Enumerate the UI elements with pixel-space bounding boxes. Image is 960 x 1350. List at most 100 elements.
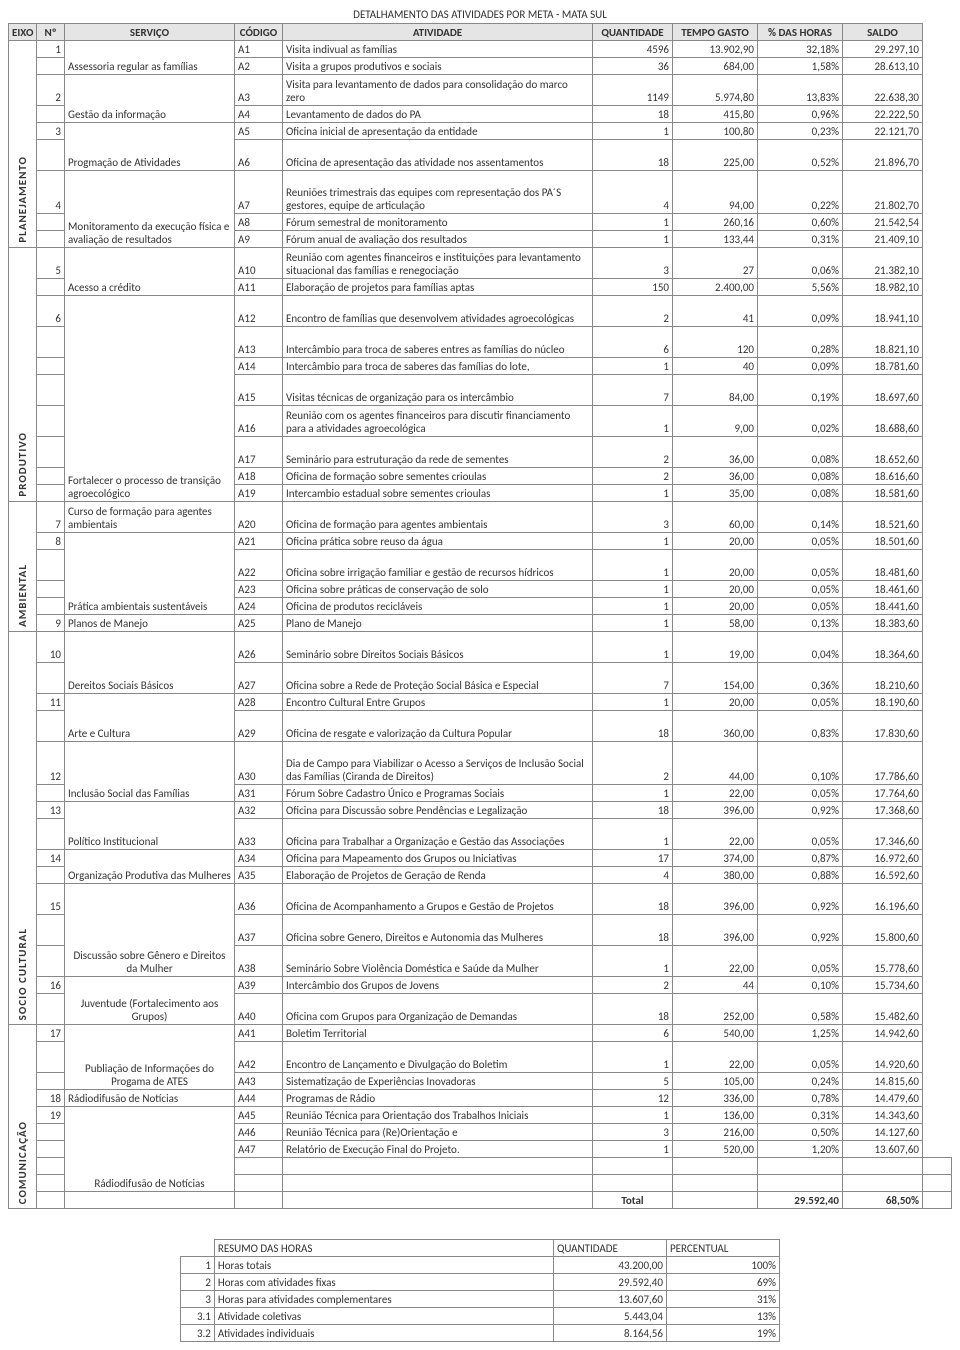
atividade-cell: Relatório de Execução Final do Projeto. xyxy=(283,1141,593,1158)
codigo-cell: A43 xyxy=(235,1073,283,1090)
servico-cell: Dereitos Sociais Básicos xyxy=(65,632,235,694)
saldo-cell: 18.364,60 xyxy=(843,632,923,663)
atividade-cell: Oficina com Grupos para Organização de D… xyxy=(283,994,593,1025)
qtd-cell: 3 xyxy=(593,248,673,279)
saldo-cell: 17.764,60 xyxy=(843,785,923,802)
qtd-cell: 1 xyxy=(593,1141,673,1158)
pct-cell: 0,05% xyxy=(758,785,843,802)
table-row: 16Juventude (Fortalecimento aos Grupos)A… xyxy=(9,977,952,994)
atividade-cell: Oficina para Discussão sobre Pendências … xyxy=(283,802,593,819)
num-cell xyxy=(37,106,65,123)
num-cell xyxy=(37,1124,65,1141)
tempo-cell: 216,00 xyxy=(673,1124,758,1141)
qtd-cell: 1149 xyxy=(593,75,673,106)
atividade-cell: Oficina de produtos recicláveis xyxy=(283,598,593,615)
codigo-cell: A11 xyxy=(235,279,283,296)
qtd-cell: 18 xyxy=(593,140,673,171)
servico-cell: Inclusão Social das Famílias xyxy=(65,742,235,802)
table-row: 15Discussão sobre Gênero e Direitos da M… xyxy=(9,884,952,915)
pct-cell: 0,14% xyxy=(758,502,843,533)
pct-cell: 0,08% xyxy=(758,485,843,502)
num-cell: 15 xyxy=(37,884,65,915)
pct-cell: 0,31% xyxy=(758,231,843,248)
saldo-cell: 18.688,60 xyxy=(843,406,923,437)
qtd-cell: 1 xyxy=(593,632,673,663)
tempo-cell: 13.902,90 xyxy=(673,41,758,58)
tempo-cell: 260,16 xyxy=(673,214,758,231)
servico-cell: Discussão sobre Gênero e Direitos da Mul… xyxy=(65,884,235,977)
pct-cell: 0,05% xyxy=(758,550,843,581)
qtd-cell: 12 xyxy=(593,1090,673,1107)
servico-cell: Rádiodifusão de Notícias xyxy=(65,1090,235,1107)
page-title: DETALHAMENTO DAS ATIVIDADES POR META - M… xyxy=(8,8,952,21)
qtd-cell: 7 xyxy=(593,663,673,694)
codigo-cell: A2 xyxy=(235,58,283,75)
num-cell xyxy=(37,327,65,358)
num-cell: 2 xyxy=(37,75,65,106)
summary-qtd: 29.592,40 xyxy=(553,1274,666,1291)
atividade-cell: Visitas técnicas de organização para os … xyxy=(283,375,593,406)
num-cell: 5 xyxy=(37,248,65,279)
num-cell: 18 xyxy=(37,1090,65,1107)
pct-cell: 0,08% xyxy=(758,468,843,485)
saldo-cell: 18.441,60 xyxy=(843,598,923,615)
table-row: 11Arte e CulturaA28Encontro Cultural Ent… xyxy=(9,694,952,711)
codigo-cell: A17 xyxy=(235,437,283,468)
qtd-cell: 1 xyxy=(593,231,673,248)
saldo-cell: 29.297,10 xyxy=(843,41,923,58)
codigo-cell: A20 xyxy=(235,502,283,533)
atividade-cell: Oficina de formação para agentes ambient… xyxy=(283,502,593,533)
qtd-cell: 2 xyxy=(593,296,673,327)
codigo-cell: A18 xyxy=(235,468,283,485)
saldo-cell: 18.697,60 xyxy=(843,375,923,406)
codigo-cell: A31 xyxy=(235,785,283,802)
atividade-cell: Oficina sobre a Rede de Proteção Social … xyxy=(283,663,593,694)
summary-row: 3.1Atividade coletivas5.443,0413% xyxy=(181,1308,780,1325)
tempo-cell: 44,00 xyxy=(673,742,758,785)
summary-n: 1 xyxy=(181,1257,215,1274)
num-cell xyxy=(37,581,65,598)
qtd-cell: 18 xyxy=(593,711,673,742)
th-atividade: ATIVIDADE xyxy=(283,24,593,41)
qtd-cell: 3 xyxy=(593,502,673,533)
saldo-cell: 18.941,10 xyxy=(843,296,923,327)
saldo-cell: 18.501,60 xyxy=(843,533,923,550)
tempo-cell: 380,00 xyxy=(673,867,758,884)
atividade-cell: Intercâmbio para troca de saberes entres… xyxy=(283,327,593,358)
servico-cell: Prática ambientais sustentáveis xyxy=(65,533,235,615)
saldo-cell: 18.616,60 xyxy=(843,468,923,485)
qtd-cell: 1 xyxy=(593,819,673,850)
pct-cell: 5,56% xyxy=(758,279,843,296)
summary-label: Horas totais xyxy=(214,1257,553,1274)
servico-cell: Político Institucional xyxy=(65,802,235,850)
saldo-cell: 21.382,10 xyxy=(843,248,923,279)
table-row: 12Inclusão Social das FamíliasA30 Dia de… xyxy=(9,742,952,785)
qtd-cell: 1 xyxy=(593,946,673,977)
atividade-cell: Oficina para Mapeamento dos Grupos ou In… xyxy=(283,850,593,867)
pct-cell: 0,92% xyxy=(758,802,843,819)
saldo-cell: 18.481,60 xyxy=(843,550,923,581)
codigo-cell: A5 xyxy=(235,123,283,140)
codigo-cell: A25 xyxy=(235,615,283,632)
tempo-cell: 19,00 xyxy=(673,632,758,663)
num-cell xyxy=(37,375,65,406)
pct-cell: 0,05% xyxy=(758,1042,843,1073)
num-cell: 7 xyxy=(37,502,65,533)
saldo-cell: 14.479,60 xyxy=(843,1090,923,1107)
eixo-cell: SOCIO CULTURAL xyxy=(9,632,37,1025)
saldo-cell: 17.786,60 xyxy=(843,742,923,785)
summary-label: Atividades individuais xyxy=(214,1325,553,1342)
qtd-cell: 1 xyxy=(593,485,673,502)
tempo-cell: 41 xyxy=(673,296,758,327)
tempo-cell: 133,44 xyxy=(673,231,758,248)
summary-n: 3 xyxy=(181,1291,215,1308)
atividade-cell: Oficina de formação sobre sementes criou… xyxy=(283,468,593,485)
tempo-cell: 94,00 xyxy=(673,171,758,214)
atividade-cell: Fórum semestral de monitoramento xyxy=(283,214,593,231)
tempo-cell: 20,00 xyxy=(673,533,758,550)
pct-cell: 0,05% xyxy=(758,598,843,615)
tempo-cell: 120 xyxy=(673,327,758,358)
pct-cell: 32,18% xyxy=(758,41,843,58)
codigo-cell: A26 xyxy=(235,632,283,663)
total-tempo: 29.592,40 xyxy=(758,1192,843,1209)
